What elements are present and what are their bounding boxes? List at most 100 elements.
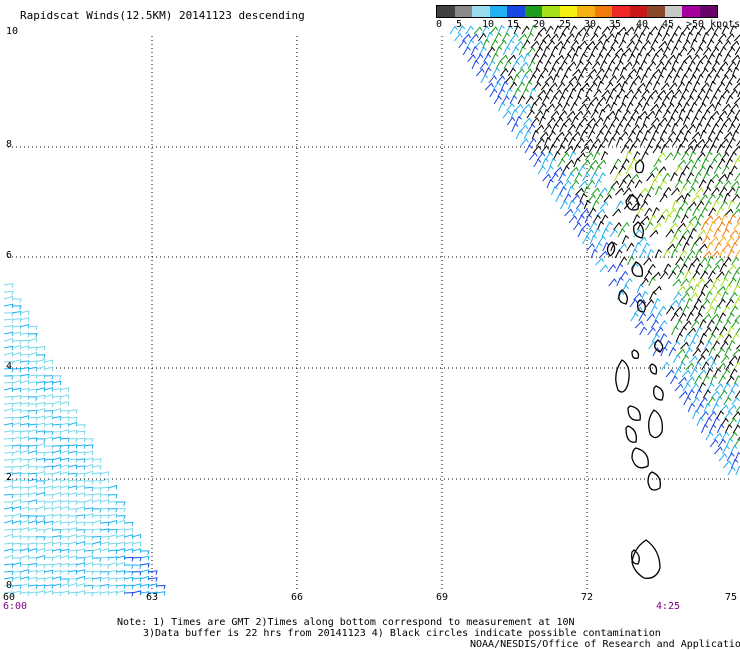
wind-barb — [711, 187, 720, 196]
wind-barb — [27, 325, 38, 331]
wind-barb — [711, 200, 720, 210]
wind-barb — [558, 45, 566, 56]
wind-barbs — [3, 24, 740, 597]
wind-barb — [11, 436, 22, 442]
wind-barb — [640, 151, 649, 161]
wind-barb — [725, 220, 733, 231]
wind-barb — [3, 381, 14, 387]
wind-barb — [99, 478, 110, 484]
wind-barb — [588, 68, 597, 77]
wind-barb — [43, 584, 54, 589]
wind-barb — [666, 102, 675, 112]
wind-barb — [695, 263, 704, 273]
wind-barb — [580, 145, 590, 154]
wind-barb — [484, 67, 492, 77]
wind-barb — [674, 383, 684, 392]
wind-barb — [698, 381, 706, 392]
wind-barb — [720, 340, 729, 350]
wind-barb — [680, 278, 690, 287]
wind-barb — [721, 89, 730, 98]
wind-barb — [43, 501, 54, 506]
wind-barb — [692, 67, 701, 77]
wind-barb — [107, 507, 118, 513]
wind-barb — [709, 298, 718, 308]
wind-barb — [689, 25, 698, 35]
wind-barb — [663, 186, 672, 196]
wind-barb — [699, 270, 709, 280]
wind-barb — [533, 96, 543, 105]
lon-label-69: 69 — [435, 592, 449, 603]
legend-swatch — [577, 6, 595, 17]
wind-barb — [35, 358, 46, 364]
wind-barb — [539, 53, 547, 63]
wind-barb — [625, 164, 634, 175]
wind-barb — [75, 444, 86, 449]
wind-barb — [623, 201, 633, 210]
wind-barb — [607, 264, 617, 273]
wind-barb — [115, 507, 126, 513]
wind-barb — [729, 305, 739, 315]
wind-barb — [594, 178, 602, 189]
wind-barb — [35, 394, 46, 400]
wind-barb — [536, 151, 546, 161]
wind-barb — [645, 299, 655, 308]
wind-barb — [27, 423, 38, 429]
wind-barb — [586, 40, 596, 49]
wind-barb — [19, 445, 30, 450]
wind-barb — [677, 222, 686, 231]
wind-barb — [638, 110, 648, 119]
wind-barb — [19, 583, 30, 588]
wind-barb — [556, 144, 565, 154]
wind-barb — [654, 185, 663, 196]
wind-barb — [674, 306, 683, 315]
wind-barb — [552, 137, 561, 147]
wind-barb — [689, 227, 697, 238]
wind-barb — [620, 80, 629, 91]
wind-barb — [538, 102, 547, 112]
wind-barb — [685, 234, 694, 245]
wind-barb — [617, 165, 626, 175]
wind-barb — [649, 25, 659, 35]
wind-barb — [718, 389, 728, 399]
wind-barb — [632, 214, 641, 224]
wind-barb — [687, 262, 695, 273]
wind-barb — [526, 47, 536, 56]
wind-barb — [708, 284, 717, 294]
wind-barb — [730, 40, 740, 49]
wind-barb — [573, 221, 582, 231]
wind-barb — [83, 577, 94, 582]
wind-barb — [695, 122, 703, 133]
wind-barb — [721, 165, 730, 175]
wind-barb — [572, 82, 582, 91]
wind-speed-legend: 0 5 10 15 20 25 30 35 40 45 >50 knots — [436, 5, 740, 30]
wind-barb — [35, 505, 46, 511]
wind-barb — [731, 129, 739, 140]
wind-barb — [614, 171, 622, 182]
wind-barb — [564, 145, 574, 154]
legend-label: 40 — [636, 19, 649, 30]
wind-barb — [123, 592, 134, 597]
wind-barb — [629, 298, 639, 308]
wind-barb — [43, 410, 54, 415]
wind-barb — [720, 151, 730, 161]
wind-barb — [12, 298, 22, 303]
wind-barb — [679, 124, 689, 133]
wind-barb — [586, 179, 595, 189]
wind-barb — [579, 52, 587, 63]
wind-barb — [569, 25, 578, 35]
wind-barb — [3, 591, 14, 596]
wind-barb — [531, 53, 540, 63]
wind-barb — [672, 137, 681, 147]
wind-barb — [83, 513, 94, 518]
wind-barb — [132, 564, 142, 569]
wind-barb — [19, 486, 30, 492]
wind-barb — [107, 494, 118, 499]
wind-barb — [641, 89, 650, 98]
wind-barb — [83, 528, 94, 534]
wind-barb — [479, 61, 489, 70]
wind-barb — [19, 472, 30, 477]
wind-barb — [3, 416, 14, 422]
wind-barb — [668, 82, 678, 91]
wind-barb — [587, 53, 596, 63]
